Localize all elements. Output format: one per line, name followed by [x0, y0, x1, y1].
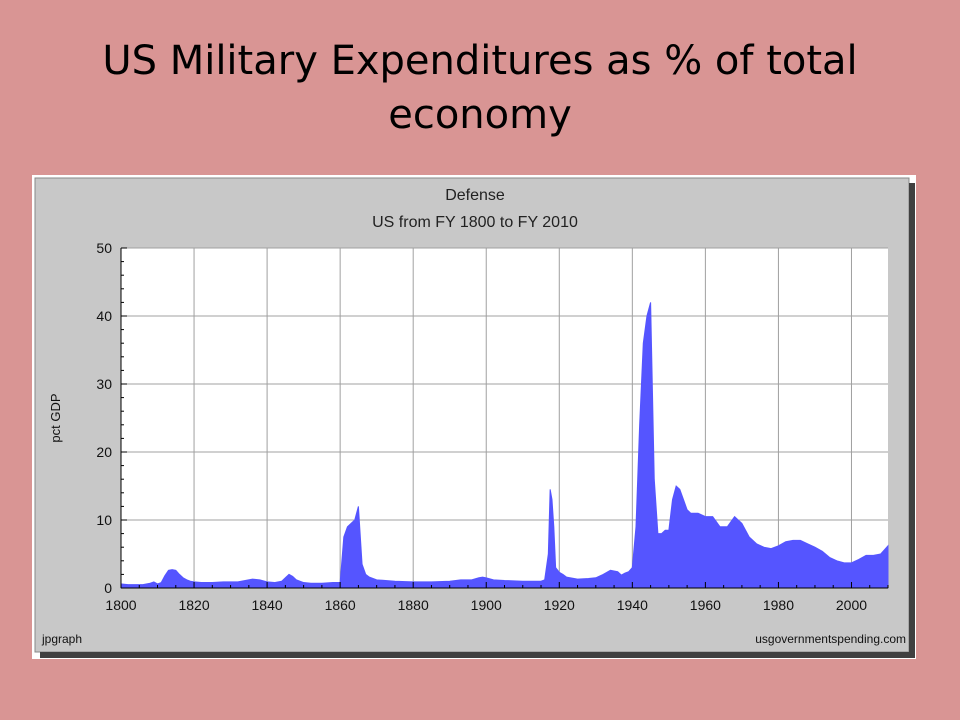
axes — [120, 247, 889, 589]
plot-area — [121, 248, 888, 588]
defense-area-series — [120, 302, 889, 589]
x-tick-label: 1800 — [105, 597, 136, 613]
panel-shadow-right — [909, 183, 915, 657]
x-tick-label: 1940 — [617, 597, 648, 613]
chart-subtitle: US from FY 1800 to FY 2010 — [372, 214, 578, 231]
chart-frame: Defense US from FY 1800 to FY 2010 0 10 20… — [32, 175, 916, 659]
x-tick-label: 1920 — [544, 597, 575, 613]
y-tick-label: 50 — [96, 240, 112, 256]
defense-chart: Defense US from FY 1800 to FY 2010 0 10 20… — [34, 177, 915, 658]
footer-right-credit: usgovernmentspending.com — [755, 632, 906, 646]
y-tick-label: 40 — [96, 308, 112, 324]
x-tick-label: 1820 — [178, 597, 209, 613]
x-tick-label: 1860 — [325, 597, 356, 613]
slide-title: US Military Expenditures as % of total e… — [102, 38, 858, 138]
y-tick-label: 10 — [96, 512, 112, 528]
x-tick-label: 1980 — [763, 597, 794, 613]
y-tick-label: 0 — [104, 580, 112, 596]
x-tick-label: 2000 — [836, 597, 867, 613]
chart-title: Defense — [445, 187, 505, 204]
x-tick-label: 1840 — [252, 597, 283, 613]
footer-left-credit: jpgraph — [41, 632, 82, 646]
x-tick-labels: 1800 1820 1840 1860 1880 1900 1920 1940 1960 1980… — [105, 597, 867, 613]
y-tick-label: 20 — [96, 444, 112, 460]
x-tick-label: 1900 — [471, 597, 502, 613]
y-tick-label: 30 — [96, 376, 112, 392]
x-tick-label: 1960 — [690, 597, 721, 613]
y-axis-label: pct GDP — [48, 393, 63, 442]
grid-lines — [121, 247, 888, 588]
panel-shadow-bottom — [40, 652, 915, 658]
x-tick-label: 1880 — [398, 597, 429, 613]
y-tick-labels: 0 10 20 30 40 50 — [96, 240, 112, 596]
